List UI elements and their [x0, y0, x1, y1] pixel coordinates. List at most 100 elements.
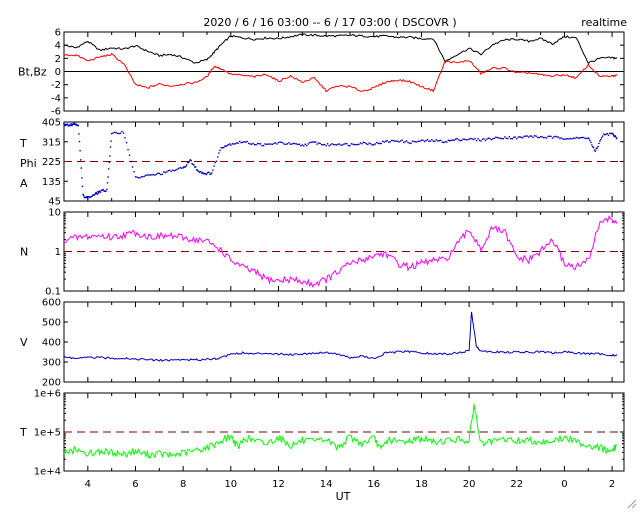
- data-point: [569, 137, 572, 140]
- data-point: [279, 141, 281, 143]
- data-point: [101, 189, 104, 191]
- y-tick-label: 0: [55, 67, 61, 78]
- x-tick-label: 16: [367, 479, 380, 490]
- data-point: [246, 140, 248, 143]
- data-point: [106, 182, 109, 184]
- data-point: [606, 132, 609, 135]
- data-point: [541, 136, 543, 138]
- data-point: [483, 138, 485, 140]
- data-point: [86, 196, 88, 199]
- data-point: [597, 145, 599, 148]
- data-point: [389, 141, 391, 143]
- y-tick-label: 135: [42, 177, 61, 188]
- data-point: [63, 122, 65, 125]
- data-point: [441, 141, 443, 143]
- x-tick-label: 22: [510, 479, 523, 490]
- data-point: [265, 143, 268, 145]
- data-point: [408, 142, 411, 145]
- data-point: [219, 149, 221, 152]
- data-point: [309, 141, 311, 144]
- x-tick-label: 14: [320, 479, 333, 490]
- data-point: [247, 142, 250, 145]
- data-point: [205, 173, 208, 176]
- data-point: [589, 139, 591, 142]
- data-point: [355, 143, 357, 146]
- data-point: [575, 136, 578, 139]
- data-point: [262, 144, 265, 147]
- data-point: [331, 143, 333, 145]
- data-point: [498, 137, 500, 139]
- data-point: [460, 139, 463, 142]
- data-point: [601, 135, 604, 137]
- data-point: [91, 195, 93, 197]
- x-tick-label: 2: [609, 479, 615, 490]
- data-point: [559, 137, 561, 140]
- data-point: [370, 143, 372, 145]
- data-point: [85, 196, 88, 198]
- data-point: [125, 142, 128, 144]
- data-point: [68, 125, 70, 127]
- data-point: [180, 167, 183, 169]
- data-point: [356, 143, 359, 146]
- data-point: [604, 134, 606, 136]
- data-point: [134, 176, 137, 178]
- y-tick-label: 400: [42, 338, 61, 349]
- data-point: [164, 171, 166, 174]
- data-point: [136, 176, 138, 178]
- resize-grip-icon[interactable]: [627, 499, 637, 509]
- data-point: [190, 159, 192, 162]
- data-point: [410, 142, 412, 144]
- data-point: [73, 122, 75, 124]
- data-point: [502, 137, 505, 140]
- data-point: [103, 190, 105, 193]
- panel-3: 10 1 0.1 N: [20, 208, 625, 298]
- data-point: [203, 172, 206, 175]
- data-point: [143, 175, 146, 177]
- data-point: [328, 145, 330, 147]
- data-point: [374, 143, 376, 145]
- data-point: [340, 144, 342, 146]
- data-point: [572, 137, 575, 139]
- data-point: [411, 140, 414, 142]
- data-point: [462, 138, 464, 140]
- data-point: [208, 171, 210, 174]
- data-point: [310, 141, 312, 143]
- data-point: [109, 146, 112, 148]
- data-point: [81, 185, 84, 188]
- data-point: [367, 143, 369, 146]
- data-point: [425, 139, 427, 142]
- data-point: [169, 169, 171, 172]
- y-tick-label: -6: [51, 107, 61, 118]
- data-point: [99, 191, 102, 193]
- data-point: [292, 142, 295, 145]
- data-point: [529, 135, 531, 137]
- data-point: [198, 171, 200, 173]
- data-point: [341, 144, 344, 146]
- data-point: [122, 132, 125, 134]
- data-point: [511, 137, 513, 140]
- data-point: [508, 136, 511, 138]
- data-point: [364, 141, 366, 144]
- data-point: [88, 196, 91, 199]
- data-point: [268, 143, 271, 145]
- data-point: [609, 132, 611, 135]
- data-point: [88, 195, 90, 198]
- data-point: [197, 170, 200, 172]
- data-point: [213, 165, 215, 167]
- data-point: [591, 144, 593, 146]
- data-point: [600, 138, 602, 141]
- data-point: [449, 140, 451, 142]
- data-point: [453, 139, 455, 141]
- data-point: [365, 143, 368, 145]
- data-point: [78, 140, 81, 143]
- data-point: [459, 139, 461, 142]
- data-point: [584, 137, 586, 140]
- data-point: [227, 144, 230, 146]
- data-point: [398, 141, 400, 143]
- data-point: [474, 137, 476, 140]
- data-point: [594, 150, 597, 152]
- data-point: [413, 140, 415, 143]
- data-point: [191, 163, 193, 165]
- y-tick-label: 45: [48, 197, 61, 208]
- data-point: [417, 140, 420, 142]
